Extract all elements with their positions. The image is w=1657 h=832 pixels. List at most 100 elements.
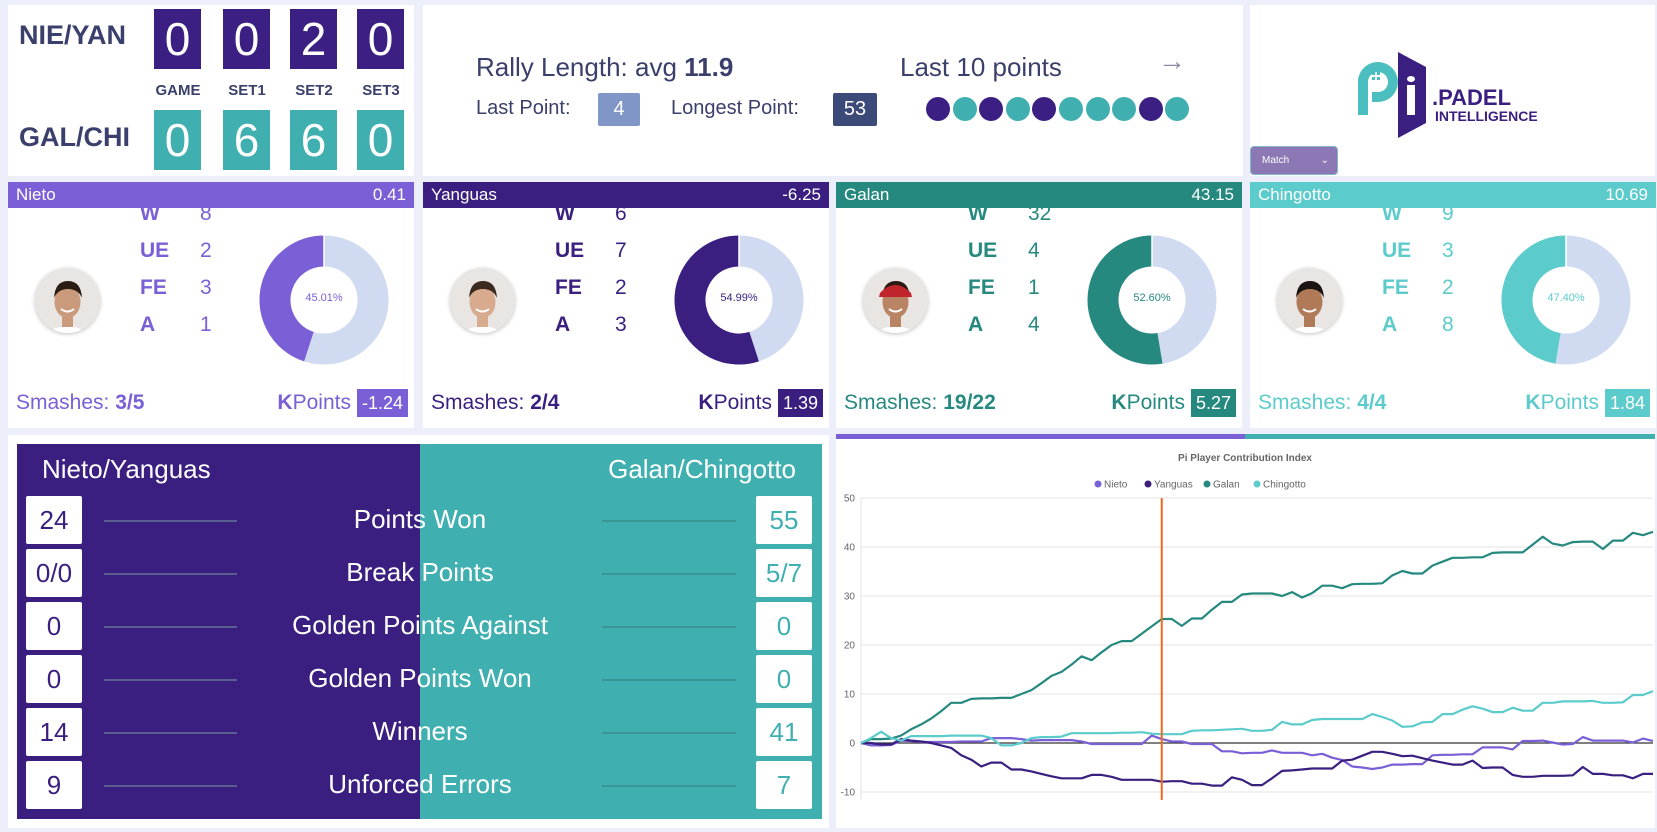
kpoints-label: KPoints xyxy=(277,391,351,415)
smashes: Smashes: 4/4 xyxy=(1258,391,1386,415)
kpoints-k: K xyxy=(1111,391,1127,414)
stat-value-w: 32 xyxy=(1028,202,1052,225)
smashes: Smashes: 2/4 xyxy=(431,391,559,415)
team1-score-set2: 2 xyxy=(290,9,337,69)
last-point-dot-team1 xyxy=(926,97,950,121)
player-index: 0.41 xyxy=(372,185,406,204)
legend-marker xyxy=(1094,480,1102,488)
team1-winners: 14 xyxy=(26,708,82,756)
smashes-value: 19/22 xyxy=(943,391,996,414)
stat-label-unforced-errors: Unforced Errors xyxy=(328,769,512,799)
chart-top-bar-team1 xyxy=(836,434,1245,439)
player-avatar xyxy=(1277,268,1342,333)
smashes: Smashes: 3/5 xyxy=(16,391,144,415)
player-index: -6.25 xyxy=(782,185,821,204)
player-avatar xyxy=(450,268,515,333)
y-tick-label: 20 xyxy=(844,641,856,652)
points-share-donut: 47.40% xyxy=(1500,234,1632,371)
kpoints: KPoints 1.84 xyxy=(1525,389,1650,417)
team1-background xyxy=(17,444,420,819)
kpoints-badge: -1.24 xyxy=(356,389,408,417)
player-name: Galan xyxy=(844,185,890,204)
team1-score-set3: 0 xyxy=(357,9,404,69)
kpoints-rest: Points xyxy=(1126,391,1185,414)
y-tick-label: -10 xyxy=(841,788,856,799)
donut-percent: 54.99% xyxy=(720,292,758,304)
player-name: Nieto xyxy=(16,185,56,204)
stat-value-w: 6 xyxy=(615,202,627,225)
stat-value-a: 4 xyxy=(1028,313,1040,336)
y-tick-label: 30 xyxy=(844,592,856,603)
y-tick-label: 10 xyxy=(844,690,856,701)
last-point-dot-team2 xyxy=(1005,97,1030,121)
stat-label-break-points: Break Points xyxy=(346,557,494,587)
last-point-dot-team1 xyxy=(979,97,1004,121)
player-header: Yanguas -6.25 xyxy=(423,182,829,208)
match-select-value: Match xyxy=(1262,155,1290,166)
player-header: Nieto 0.41 xyxy=(8,182,414,208)
stat-value-fe: 2 xyxy=(615,276,627,299)
kpoints-label: KPoints xyxy=(698,391,772,415)
smashes-label: Smashes: xyxy=(844,391,938,414)
divider xyxy=(602,679,736,681)
rally-panel: Rally Length: avg 11.9 Last 10 points → … xyxy=(423,5,1243,176)
kpoints-k: K xyxy=(1525,391,1541,414)
last-point-label: Last Point: xyxy=(476,97,571,119)
score-column-label: GAME xyxy=(155,82,201,99)
stat-value-ue: 3 xyxy=(1442,239,1454,262)
last-point-dot-team2 xyxy=(1059,97,1083,121)
points-share-donut: 54.99% xyxy=(673,234,805,371)
stat-label-ue: UE xyxy=(555,239,585,262)
divider xyxy=(104,679,237,681)
team2-score-set1: 6 xyxy=(223,110,270,170)
smashes-value: 4/4 xyxy=(1357,391,1387,414)
team2-golden-points-against: 0 xyxy=(756,602,812,650)
stat-value-a: 8 xyxy=(1442,313,1454,336)
player-index: 10.69 xyxy=(1605,185,1648,204)
player-header: Chingotto 10.69 xyxy=(1250,182,1656,208)
stat-value-ue: 4 xyxy=(1028,239,1040,262)
score-column-label: SET1 xyxy=(228,82,266,99)
player-card-yanguas: Yanguas -6.25 W 6 UE 7 FE 2 A 3 54.99% Smashes: 2/4… xyxy=(423,182,829,428)
stat-label-w: W xyxy=(968,202,988,225)
kpoints-rest: Points xyxy=(713,391,772,414)
chart-title: Pi Player Contribution Index xyxy=(1178,453,1312,464)
divider xyxy=(104,626,237,628)
kpoints-rest: Points xyxy=(292,391,351,414)
team1-score-set1: 0 xyxy=(223,9,270,69)
stat-value-a: 1 xyxy=(200,313,212,336)
score-column-label: SET3 xyxy=(362,82,400,99)
stat-label-ue: UE xyxy=(968,239,998,262)
rally-avg: 11.9 xyxy=(684,52,734,82)
kpoints-label: KPoints xyxy=(1525,391,1599,415)
donut-percent: 47.40% xyxy=(1547,292,1585,304)
last-point-dot-team2 xyxy=(1085,97,1110,121)
player-name: Chingotto xyxy=(1258,185,1331,204)
stat-label-golden-points-against: Golden Points Against xyxy=(292,610,548,640)
stat-label-fe: FE xyxy=(1382,276,1409,299)
score-column-label: SET2 xyxy=(295,82,333,99)
arrow-right-icon[interactable]: → xyxy=(1158,45,1186,76)
kpoints-label: KPoints xyxy=(1111,391,1185,415)
stat-label-points-won: Points Won xyxy=(353,504,487,534)
legend-label: Yanguas xyxy=(1154,480,1193,491)
stat-label-w: W xyxy=(1382,202,1402,225)
divider xyxy=(104,520,237,522)
smashes-label: Smashes: xyxy=(16,391,110,414)
kpoints-badge: 1.39 xyxy=(777,389,823,417)
stat-label-winners: Winners xyxy=(372,716,468,746)
last-point-dot-team1 xyxy=(1138,97,1163,121)
scoreboard-panel: NIE/YAN GAL/CHI 0 GAME 0 0 SET1 6 2 SET2 6 0 SET3 0 xyxy=(8,5,414,176)
y-tick-label: 40 xyxy=(844,543,856,554)
team1-score-game: 0 xyxy=(154,9,201,69)
donut-share-arc xyxy=(1501,235,1631,365)
kpoints: KPoints -1.24 xyxy=(277,389,408,417)
team2-unforced-errors: 7 xyxy=(756,761,812,809)
team1-golden-points-won: 0 xyxy=(26,655,82,703)
match-select[interactable]: Match ⌄ xyxy=(1250,146,1338,175)
legend-marker xyxy=(1203,480,1211,488)
y-tick-label: 50 xyxy=(844,494,856,505)
padel-intelligence-logo: .PADEL INTELLIGENCE xyxy=(1358,52,1538,138)
kpoints-k: K xyxy=(698,391,714,414)
team2-name: Galan/Chingotto xyxy=(608,454,796,484)
